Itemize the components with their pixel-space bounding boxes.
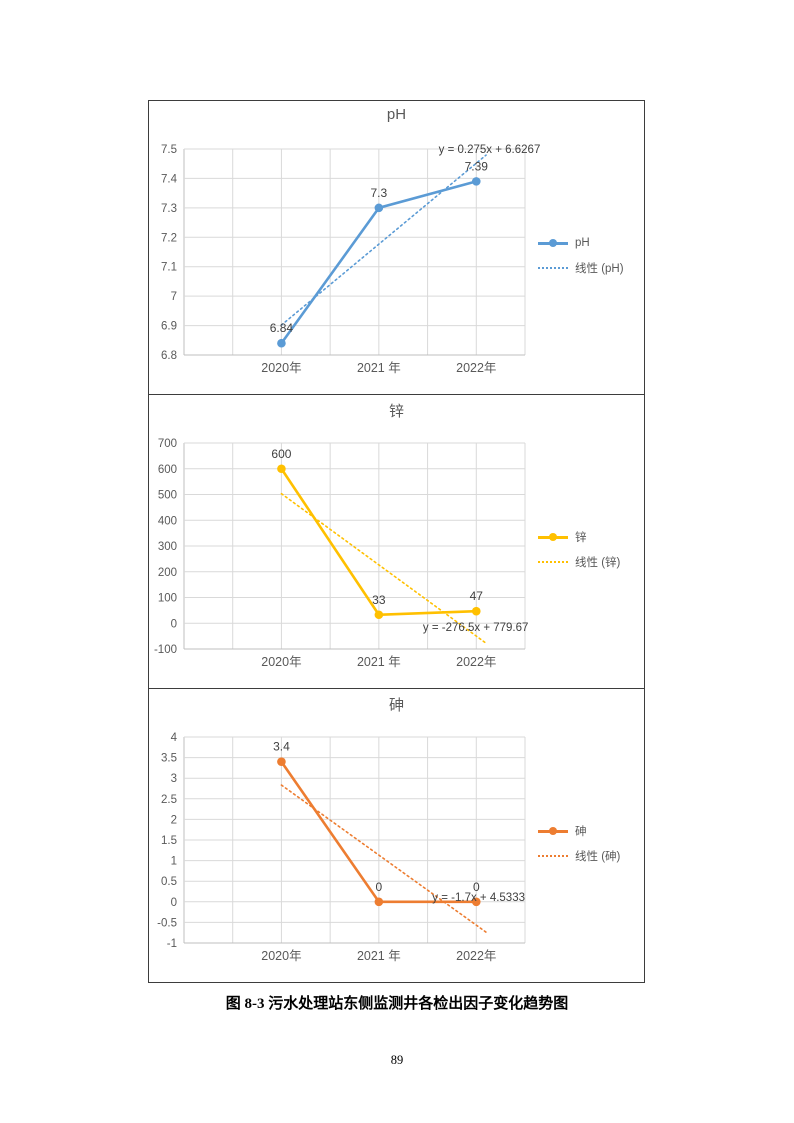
svg-text:7.5: 7.5: [161, 144, 177, 156]
chart-legend: 砷 线性 (砷): [538, 824, 620, 874]
svg-text:7.4: 7.4: [161, 173, 178, 185]
chart-box-arsenic: 4 3.5 3 2.5 2 1.5 1 0.5 0 -0.5 -1 2020年 2021 年 2022年 3…: [148, 688, 645, 983]
svg-text:2020年: 2020年: [261, 655, 301, 669]
svg-text:300: 300: [158, 541, 177, 553]
chart-legend: pH 线性 (pH): [538, 236, 624, 286]
svg-text:7: 7: [171, 291, 177, 303]
svg-text:3: 3: [171, 773, 177, 785]
svg-text:47: 47: [470, 589, 484, 603]
svg-text:2021 年: 2021 年: [357, 949, 401, 963]
legend-label-series: 锌: [575, 532, 587, 544]
svg-text:4: 4: [171, 732, 178, 744]
svg-text:6.84: 6.84: [270, 321, 294, 335]
svg-text:7.3: 7.3: [371, 186, 388, 200]
chart-box-ph: 7.5 7.4 7.3 7.2 7.1 7 6.9 6.8 2020年 2021 年 2022年 6.…: [148, 100, 645, 395]
svg-text:7.2: 7.2: [161, 232, 177, 244]
zinc-chart-plot: 700 600 500 400 300 200 100 0 -100 2020年 2021 年 202…: [154, 438, 529, 669]
svg-text:3.4: 3.4: [273, 740, 290, 754]
svg-text:0: 0: [171, 618, 177, 630]
legend-item-trendline: 线性 (pH): [538, 261, 624, 275]
trendline-dotted-swatch: [538, 855, 568, 857]
svg-text:6.9: 6.9: [161, 321, 177, 333]
series-line-marker-swatch: [538, 533, 568, 541]
svg-text:0: 0: [473, 880, 480, 894]
series-line-marker-swatch: [538, 239, 568, 247]
figure-caption: 图 8-3 污水处理站东侧监测井各检出因子变化趋势图: [225, 996, 569, 1012]
svg-text:200: 200: [158, 567, 177, 579]
legend-item-trendline: 线性 (锌): [538, 555, 620, 569]
svg-text:6.8: 6.8: [161, 350, 177, 362]
svg-text:2021 年: 2021 年: [357, 361, 401, 375]
svg-text:500: 500: [158, 490, 177, 502]
trendline-dotted-swatch: [538, 561, 568, 563]
legend-label-trendline: 线性 (砷): [575, 851, 621, 863]
svg-text:0: 0: [171, 897, 177, 909]
svg-text:-100: -100: [154, 644, 177, 656]
svg-text:2.5: 2.5: [161, 794, 177, 806]
svg-text:2022年: 2022年: [456, 949, 496, 963]
svg-text:2021 年: 2021 年: [357, 655, 401, 669]
svg-text:7.3: 7.3: [161, 203, 177, 215]
svg-text:1.5: 1.5: [161, 835, 177, 847]
svg-text:3.5: 3.5: [161, 753, 177, 765]
svg-text:2020年: 2020年: [261, 361, 301, 375]
svg-text:1: 1: [171, 856, 177, 868]
svg-text:7.39: 7.39: [465, 159, 489, 173]
chart-legend: 锌 线性 (锌): [538, 530, 620, 580]
svg-text:700: 700: [158, 438, 177, 450]
svg-text:y = -1.7x + 4.5333: y = -1.7x + 4.5333: [432, 892, 525, 904]
svg-text:2022年: 2022年: [456, 655, 496, 669]
svg-text:2: 2: [171, 814, 177, 826]
svg-text:600: 600: [158, 464, 177, 476]
svg-text:2020年: 2020年: [261, 949, 301, 963]
svg-text:7.1: 7.1: [161, 262, 177, 274]
trendline-dotted-swatch: [538, 267, 568, 269]
svg-text:y = -276.5x + 779.67: y = -276.5x + 779.67: [423, 622, 529, 634]
page-number: 89: [390, 1053, 404, 1067]
svg-text:0: 0: [376, 880, 383, 894]
svg-text:33: 33: [372, 593, 386, 607]
svg-text:-0.5: -0.5: [157, 917, 177, 929]
svg-text:600: 600: [271, 447, 291, 461]
chart-title-arsenic: 砷: [388, 697, 404, 714]
chart-stack: 7.5 7.4 7.3 7.2 7.1 7 6.9 6.8 2020年 2021 年 2022年 6.…: [148, 100, 645, 983]
chart-title-zinc: 锌: [388, 403, 404, 420]
legend-item-series: 砷: [538, 824, 620, 838]
arsenic-chart-plot: 4 3.5 3 2.5 2 1.5 1 0.5 0 -0.5 -1 2020年 2021 年 2022年 3…: [157, 732, 526, 963]
legend-label-series: pH: [575, 237, 590, 249]
svg-text:-1: -1: [167, 938, 177, 950]
legend-item-series: 锌: [538, 530, 620, 544]
legend-label-trendline: 线性 (pH): [575, 263, 624, 275]
svg-text:y = 0.275x + 6.6267: y = 0.275x + 6.6267: [439, 144, 541, 156]
series-line-marker-swatch: [538, 827, 568, 835]
chart-title-ph: pH: [386, 106, 407, 123]
svg-text:400: 400: [158, 515, 177, 527]
svg-text:100: 100: [158, 593, 177, 605]
svg-text:0.5: 0.5: [161, 876, 177, 888]
legend-label-trendline: 线性 (锌): [575, 557, 621, 569]
legend-label-series: 砷: [575, 826, 587, 838]
svg-text:2022年: 2022年: [456, 361, 496, 375]
ph-chart-plot: 7.5 7.4 7.3 7.2 7.1 7 6.9 6.8 2020年 2021 年 2022年 6.…: [161, 144, 541, 375]
legend-item-series: pH: [538, 236, 624, 250]
legend-item-trendline: 线性 (砷): [538, 849, 620, 863]
chart-box-zinc: 700 600 500 400 300 200 100 0 -100 2020年 2021 年 202…: [148, 394, 645, 689]
